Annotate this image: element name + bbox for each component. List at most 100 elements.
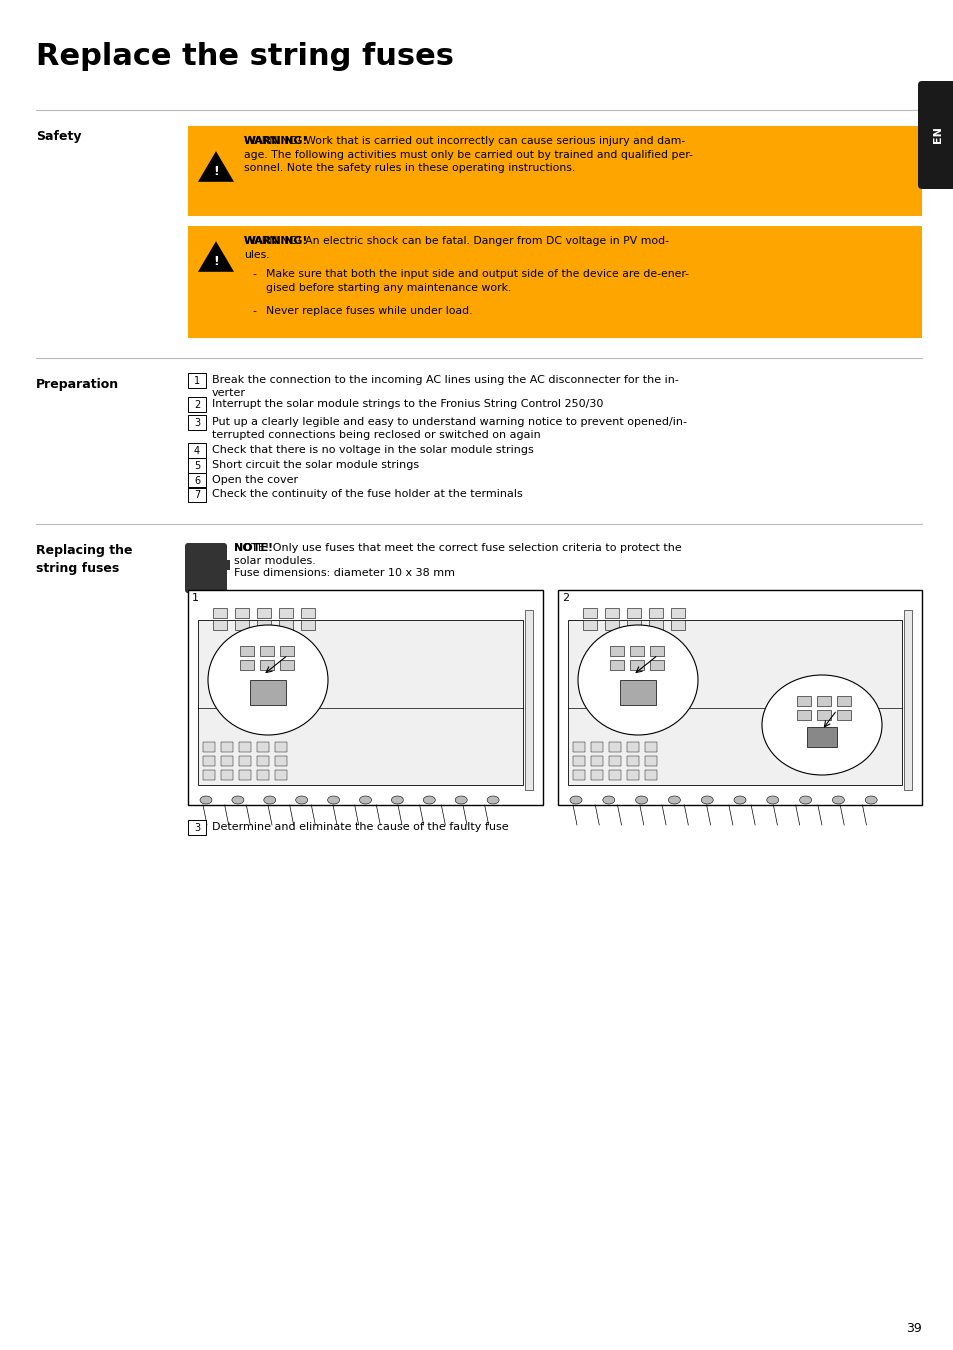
Text: 3: 3: [193, 824, 200, 833]
Bar: [644, 743, 657, 752]
Text: 1: 1: [193, 377, 200, 386]
Ellipse shape: [295, 796, 308, 805]
Text: 2: 2: [193, 400, 200, 410]
Text: Interrupt the solar module strings to the Fronius String Control 250/30: Interrupt the solar module strings to th…: [212, 400, 602, 409]
Ellipse shape: [766, 796, 778, 805]
Bar: [188, 590, 542, 805]
Bar: [644, 756, 657, 765]
Text: 1: 1: [192, 593, 199, 603]
Bar: [648, 620, 662, 630]
Bar: [524, 610, 533, 790]
Bar: [626, 769, 639, 780]
Bar: [280, 647, 294, 656]
Text: Replace the string fuses: Replace the string fuses: [36, 42, 454, 72]
Ellipse shape: [733, 796, 745, 805]
Text: EN: EN: [932, 127, 942, 143]
Bar: [903, 610, 911, 790]
Bar: [203, 756, 214, 765]
Ellipse shape: [635, 796, 647, 805]
Bar: [250, 680, 286, 705]
Text: Check the continuity of the fuse holder at the terminals: Check the continuity of the fuse holder …: [212, 489, 522, 500]
Ellipse shape: [232, 796, 244, 805]
Bar: [188, 225, 921, 338]
Bar: [608, 756, 620, 765]
Bar: [619, 680, 656, 705]
Bar: [648, 608, 662, 618]
Bar: [200, 560, 230, 570]
Bar: [608, 769, 620, 780]
Bar: [234, 608, 249, 618]
Bar: [260, 660, 274, 670]
Bar: [644, 769, 657, 780]
Text: Make sure that both the input side and output side of the device are de-ener-
gi: Make sure that both the input side and o…: [266, 269, 688, 293]
Ellipse shape: [359, 796, 371, 805]
Ellipse shape: [423, 796, 435, 805]
Bar: [604, 620, 618, 630]
Bar: [670, 608, 684, 618]
Ellipse shape: [761, 675, 882, 775]
Bar: [806, 728, 836, 747]
Bar: [816, 710, 830, 720]
Text: WARNING! Work that is carried out incorrectly can cause serious injury and dam-
: WARNING! Work that is carried out incorr…: [244, 136, 692, 173]
Bar: [203, 769, 214, 780]
Text: -: -: [252, 269, 255, 279]
Bar: [590, 769, 602, 780]
Bar: [836, 697, 850, 706]
Text: 39: 39: [905, 1322, 921, 1335]
Bar: [188, 458, 206, 472]
Bar: [626, 743, 639, 752]
Ellipse shape: [864, 796, 876, 805]
Text: 3: 3: [193, 418, 200, 428]
Ellipse shape: [799, 796, 811, 805]
Bar: [256, 608, 271, 618]
Bar: [188, 414, 206, 431]
Bar: [626, 608, 640, 618]
Text: solar modules.: solar modules.: [233, 556, 315, 566]
Text: Preparation: Preparation: [36, 378, 119, 392]
Bar: [558, 590, 921, 805]
Ellipse shape: [700, 796, 713, 805]
Bar: [256, 743, 269, 752]
Bar: [626, 756, 639, 765]
Bar: [796, 697, 810, 706]
Bar: [203, 743, 214, 752]
Bar: [573, 743, 584, 752]
Bar: [582, 608, 597, 618]
Bar: [604, 608, 618, 618]
Bar: [836, 710, 850, 720]
Bar: [274, 769, 287, 780]
Ellipse shape: [487, 796, 498, 805]
Text: 2: 2: [561, 593, 569, 603]
Bar: [590, 743, 602, 752]
Bar: [188, 819, 206, 836]
Text: Break the connection to the incoming AC lines using the AC disconnecter for the : Break the connection to the incoming AC …: [212, 375, 679, 398]
Text: 7: 7: [193, 490, 200, 500]
Ellipse shape: [832, 796, 843, 805]
Bar: [188, 472, 206, 487]
Ellipse shape: [455, 796, 467, 805]
Bar: [198, 620, 522, 784]
Bar: [188, 487, 206, 502]
Bar: [573, 756, 584, 765]
Text: 4: 4: [193, 446, 200, 456]
Ellipse shape: [391, 796, 403, 805]
Text: Never replace fuses while under load.: Never replace fuses while under load.: [266, 306, 472, 316]
Ellipse shape: [578, 625, 698, 734]
Bar: [188, 373, 206, 387]
Ellipse shape: [327, 796, 339, 805]
Text: Replacing the
string fuses: Replacing the string fuses: [36, 544, 132, 575]
Bar: [274, 743, 287, 752]
Bar: [629, 647, 643, 656]
Ellipse shape: [569, 796, 581, 805]
Bar: [629, 660, 643, 670]
Text: Short circuit the solar module strings: Short circuit the solar module strings: [212, 460, 418, 470]
Bar: [221, 743, 233, 752]
Bar: [256, 620, 271, 630]
Ellipse shape: [208, 625, 328, 734]
Polygon shape: [198, 151, 233, 182]
Text: WARNING! An electric shock can be fatal. Danger from DC voltage in PV mod-
ules.: WARNING! An electric shock can be fatal.…: [244, 236, 668, 259]
Text: NOTE! Only use fuses that meet the correct fuse selection criteria to protect th: NOTE! Only use fuses that meet the corre…: [233, 543, 681, 554]
Text: 5: 5: [193, 460, 200, 471]
Text: !: !: [213, 166, 218, 178]
Bar: [274, 756, 287, 765]
